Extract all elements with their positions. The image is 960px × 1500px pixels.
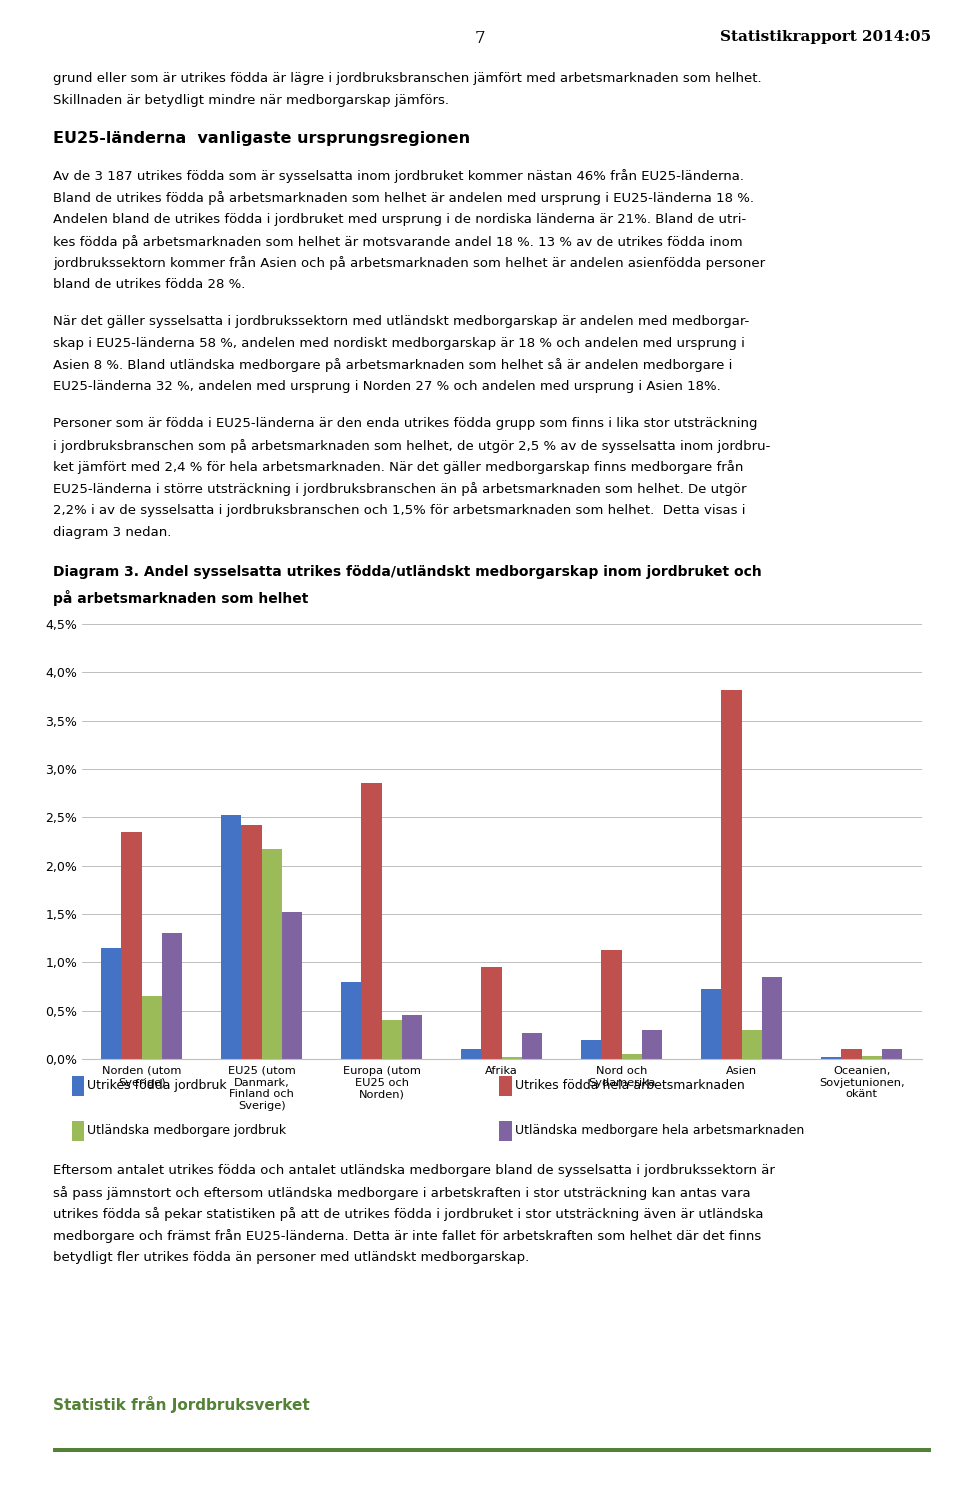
Text: Utrikes födda hela arbetsmarknaden: Utrikes födda hela arbetsmarknaden [515, 1080, 744, 1092]
Text: 7: 7 [474, 30, 486, 46]
Text: Eftersom antalet utrikes födda och antalet utländska medborgare bland de syssels: Eftersom antalet utrikes födda och antal… [53, 1164, 775, 1178]
Text: Skillnaden är betydligt mindre när medborgarskap jämförs.: Skillnaden är betydligt mindre när medbo… [53, 93, 449, 106]
Text: bland de utrikes födda 28 %.: bland de utrikes födda 28 %. [53, 278, 245, 291]
Text: Av de 3 187 utrikes födda som är sysselsatta inom jordbruket kommer nästan 46% f: Av de 3 187 utrikes födda som är syssels… [53, 170, 744, 183]
Text: När det gäller sysselsatta i jordbrukssektorn med utländskt medborgarskap är and: När det gäller sysselsatta i jordbruksse… [53, 315, 749, 328]
Bar [381, 1020, 402, 1059]
Bar [101, 948, 121, 1059]
Bar [141, 996, 162, 1059]
Text: Bland de utrikes födda på arbetsmarknaden som helhet är andelen med ursprung i E: Bland de utrikes födda på arbetsmarknade… [53, 192, 754, 206]
Bar [721, 690, 741, 1059]
Text: grund eller som är utrikes födda är lägre i jordbruksbranschen jämfört med arbet: grund eller som är utrikes födda är lägr… [53, 72, 761, 86]
Text: Utländska medborgare jordbruk: Utländska medborgare jordbruk [87, 1125, 286, 1137]
Text: EU25-länderna i större utsträckning i jordbruksbranschen än på arbetsmarknaden s: EU25-länderna i större utsträckning i jo… [53, 482, 746, 496]
Text: ket jämfört med 2,4 % för hela arbetsmarknaden. När det gäller medborgarskap fin: ket jämfört med 2,4 % för hela arbetsmar… [53, 460, 743, 474]
Text: Andelen bland de utrikes födda i jordbruket med ursprung i de nordiska länderna : Andelen bland de utrikes födda i jordbru… [53, 213, 746, 226]
Bar [642, 1030, 662, 1059]
Text: Utrikes födda jordbruk: Utrikes födda jordbruk [87, 1080, 227, 1092]
Bar [762, 976, 782, 1059]
Text: Statistik från Jordbruksverket: Statistik från Jordbruksverket [53, 1396, 309, 1413]
Bar [361, 783, 381, 1059]
Bar [621, 1054, 642, 1059]
Text: jordbrukssektorn kommer från Asien och på arbetsmarknaden som helhet är andelen : jordbrukssektorn kommer från Asien och p… [53, 256, 765, 270]
Text: EU25-länderna  vanligaste ursprungsregionen: EU25-länderna vanligaste ursprungsregion… [53, 130, 470, 146]
Bar [861, 1056, 882, 1059]
Text: på arbetsmarknaden som helhet: på arbetsmarknaden som helhet [53, 590, 308, 606]
Bar [221, 816, 241, 1059]
Text: Utländska medborgare hela arbetsmarknaden: Utländska medborgare hela arbetsmarknade… [515, 1125, 804, 1137]
Bar [841, 1050, 861, 1059]
Text: kes födda på arbetsmarknaden som helhet är motsvarande andel 18 %. 13 % av de ut: kes födda på arbetsmarknaden som helhet … [53, 234, 742, 249]
Bar [481, 968, 501, 1059]
Bar [882, 1050, 902, 1059]
Text: Diagram 3. Andel sysselsatta utrikes födda/utländskt medborgarskap inom jordbruk: Diagram 3. Andel sysselsatta utrikes föd… [53, 566, 761, 579]
Bar [522, 1034, 542, 1059]
Bar [701, 990, 721, 1059]
Bar [261, 849, 282, 1059]
Bar [282, 912, 302, 1059]
Bar [402, 1016, 422, 1059]
Bar [821, 1058, 841, 1059]
Text: Personer som är födda i EU25-länderna är den enda utrikes födda grupp som finns : Personer som är födda i EU25-länderna är… [53, 417, 757, 430]
Text: Asien 8 %. Bland utländska medborgare på arbetsmarknaden som helhet så är andele: Asien 8 %. Bland utländska medborgare på… [53, 358, 732, 372]
Text: medborgare och främst från EU25-länderna. Detta är inte fallet för arbetskraften: medborgare och främst från EU25-länderna… [53, 1228, 761, 1244]
Text: 2,2% i av de sysselsatta i jordbruksbranschen och 1,5% för arbetsmarknaden som h: 2,2% i av de sysselsatta i jordbruksbran… [53, 504, 745, 518]
Text: utrikes födda så pekar statistiken på att de utrikes födda i jordbruket i stor u: utrikes födda så pekar statistiken på at… [53, 1208, 763, 1221]
Bar [341, 981, 361, 1059]
Text: diagram 3 nedan.: diagram 3 nedan. [53, 525, 171, 538]
Bar [121, 833, 141, 1059]
Text: Statistikrapport 2014:05: Statistikrapport 2014:05 [720, 30, 931, 44]
Text: skap i EU25-länderna 58 %, andelen med nordiskt medborgarskap är 18 % och andele: skap i EU25-länderna 58 %, andelen med n… [53, 336, 745, 350]
Bar [581, 1040, 601, 1059]
Text: i jordbruksbranschen som på arbetsmarknaden som helhet, de utgör 2,5 % av de sys: i jordbruksbranschen som på arbetsmarkna… [53, 438, 770, 453]
Text: EU25-länderna 32 %, andelen med ursprung i Norden 27 % och andelen med ursprung : EU25-länderna 32 %, andelen med ursprung… [53, 380, 721, 393]
Bar [601, 950, 621, 1059]
Bar [501, 1058, 522, 1059]
Text: så pass jämnstort och eftersom utländska medborgare i arbetskraften i stor utstr: så pass jämnstort och eftersom utländska… [53, 1185, 751, 1200]
Text: betydligt fler utrikes födda än personer med utländskt medborgarskap.: betydligt fler utrikes födda än personer… [53, 1251, 529, 1264]
Bar [741, 1030, 762, 1059]
Bar [241, 825, 261, 1059]
Bar [162, 933, 182, 1059]
Bar [461, 1050, 481, 1059]
